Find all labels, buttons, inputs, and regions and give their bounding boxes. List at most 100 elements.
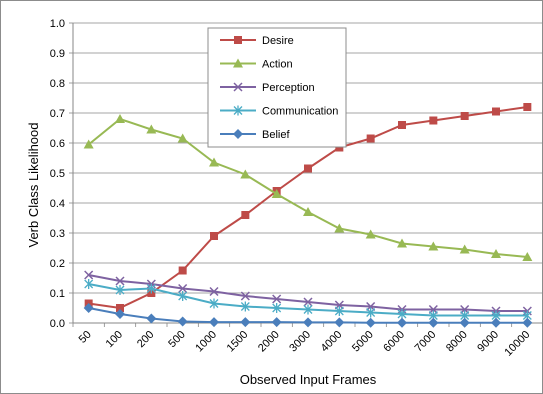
x-tick-label: 1500 bbox=[225, 329, 251, 355]
x-tick-label: 100 bbox=[104, 329, 125, 350]
data-point bbox=[146, 283, 156, 294]
data-point bbox=[271, 189, 282, 198]
x-tick-label: 6000 bbox=[381, 329, 407, 355]
data-point bbox=[83, 303, 94, 313]
legend-item-belief: Belief bbox=[220, 129, 290, 141]
y-tick-label: 0.5 bbox=[50, 168, 65, 180]
data-point bbox=[240, 317, 251, 328]
data-point bbox=[84, 279, 94, 289]
y-tick-label: 0.9 bbox=[50, 48, 65, 60]
x-axis-title: Observed Input Frames bbox=[240, 372, 377, 387]
y-tick-label: 1.0 bbox=[50, 18, 65, 30]
data-point bbox=[334, 317, 345, 328]
x-tick-label: 1000 bbox=[193, 329, 219, 355]
data-point bbox=[459, 317, 470, 328]
y-tick-label: 0.3 bbox=[50, 228, 65, 240]
data-point bbox=[178, 266, 187, 275]
y-tick-label: 0.6 bbox=[50, 138, 65, 150]
data-point bbox=[303, 317, 313, 328]
series-action bbox=[83, 114, 533, 261]
series-communication bbox=[84, 279, 532, 321]
y-axis-title: Verb Class Likelihood bbox=[26, 122, 41, 247]
data-point bbox=[398, 121, 406, 129]
data-point bbox=[209, 317, 219, 328]
data-point bbox=[303, 297, 313, 307]
x-tick-label: 2000 bbox=[256, 329, 282, 355]
data-point bbox=[177, 316, 188, 327]
data-point bbox=[303, 304, 313, 315]
series-layer bbox=[83, 103, 533, 328]
legend-label: Belief bbox=[262, 129, 290, 141]
data-point bbox=[233, 82, 243, 92]
y-tick-label: 0.7 bbox=[50, 108, 65, 120]
data-point bbox=[429, 116, 438, 125]
x-tick-label: 3000 bbox=[287, 329, 313, 355]
legend-item-communication: Communication bbox=[220, 105, 338, 118]
data-point bbox=[178, 291, 188, 301]
x-tick-label: 7000 bbox=[413, 329, 439, 355]
data-point bbox=[304, 164, 312, 173]
data-point bbox=[366, 134, 375, 143]
data-point bbox=[84, 270, 94, 280]
data-point bbox=[241, 211, 250, 219]
data-point bbox=[459, 244, 470, 254]
data-point bbox=[522, 252, 533, 261]
x-tick-label: 50 bbox=[77, 329, 94, 346]
x-tick-label: 200 bbox=[135, 329, 156, 350]
data-point bbox=[334, 223, 345, 233]
x-tick-label: 500 bbox=[166, 329, 187, 350]
data-point bbox=[233, 105, 243, 116]
data-point bbox=[209, 286, 219, 297]
data-point bbox=[210, 232, 218, 240]
data-point bbox=[115, 276, 125, 286]
data-point bbox=[83, 139, 94, 149]
x-tick-label: 8000 bbox=[444, 329, 470, 355]
y-tick-label: 0.8 bbox=[50, 78, 65, 90]
x-tick-label: 5000 bbox=[350, 329, 376, 355]
data-point bbox=[397, 317, 407, 328]
data-point bbox=[115, 114, 125, 123]
data-point bbox=[146, 313, 157, 324]
legend-label: Perception bbox=[262, 82, 315, 94]
data-point bbox=[428, 317, 439, 328]
data-point bbox=[209, 157, 219, 167]
y-tick-label: 0.2 bbox=[50, 258, 65, 270]
data-point bbox=[491, 317, 501, 328]
y-tick-label: 0.0 bbox=[50, 318, 65, 330]
data-point bbox=[115, 285, 125, 295]
data-point bbox=[240, 169, 251, 179]
data-point bbox=[233, 58, 243, 68]
data-point bbox=[209, 298, 219, 309]
x-tick-label: 10000 bbox=[502, 329, 532, 359]
data-point bbox=[522, 317, 533, 328]
data-point bbox=[272, 303, 282, 313]
data-point bbox=[234, 36, 242, 44]
data-point bbox=[491, 249, 501, 258]
legend-item-perception: Perception bbox=[220, 82, 315, 94]
data-point bbox=[523, 103, 532, 111]
data-point bbox=[428, 241, 439, 251]
data-point bbox=[303, 207, 313, 216]
data-point bbox=[365, 229, 376, 239]
y-tick-label: 0.4 bbox=[50, 198, 65, 210]
data-point bbox=[146, 124, 157, 134]
legend: Desire Action Perception Communication Belie… bbox=[207, 27, 347, 148]
data-point bbox=[178, 283, 188, 294]
y-tick-labels: 0.0 0.1 0.2 0.3 0.4 0.5 0.6 0.7 0.8 0.9 1.0 bbox=[50, 18, 65, 330]
data-point bbox=[233, 129, 243, 139]
data-point bbox=[177, 133, 188, 143]
data-point bbox=[366, 307, 376, 318]
data-point bbox=[240, 291, 250, 301]
data-point bbox=[116, 304, 124, 312]
legend-label: Action bbox=[262, 59, 293, 71]
data-point bbox=[240, 301, 250, 312]
x-tick-labels: 50 100 200 500 1000 1500 2000 3000 4000 5000 6000 7… bbox=[77, 329, 533, 359]
x-tick-label: 4000 bbox=[319, 329, 345, 355]
series-belief bbox=[83, 303, 533, 328]
data-point bbox=[272, 294, 282, 304]
legend-label: Communication bbox=[262, 106, 338, 118]
data-point bbox=[397, 238, 407, 248]
series-desire bbox=[84, 103, 532, 312]
y-tick-label: 0.1 bbox=[50, 288, 65, 300]
